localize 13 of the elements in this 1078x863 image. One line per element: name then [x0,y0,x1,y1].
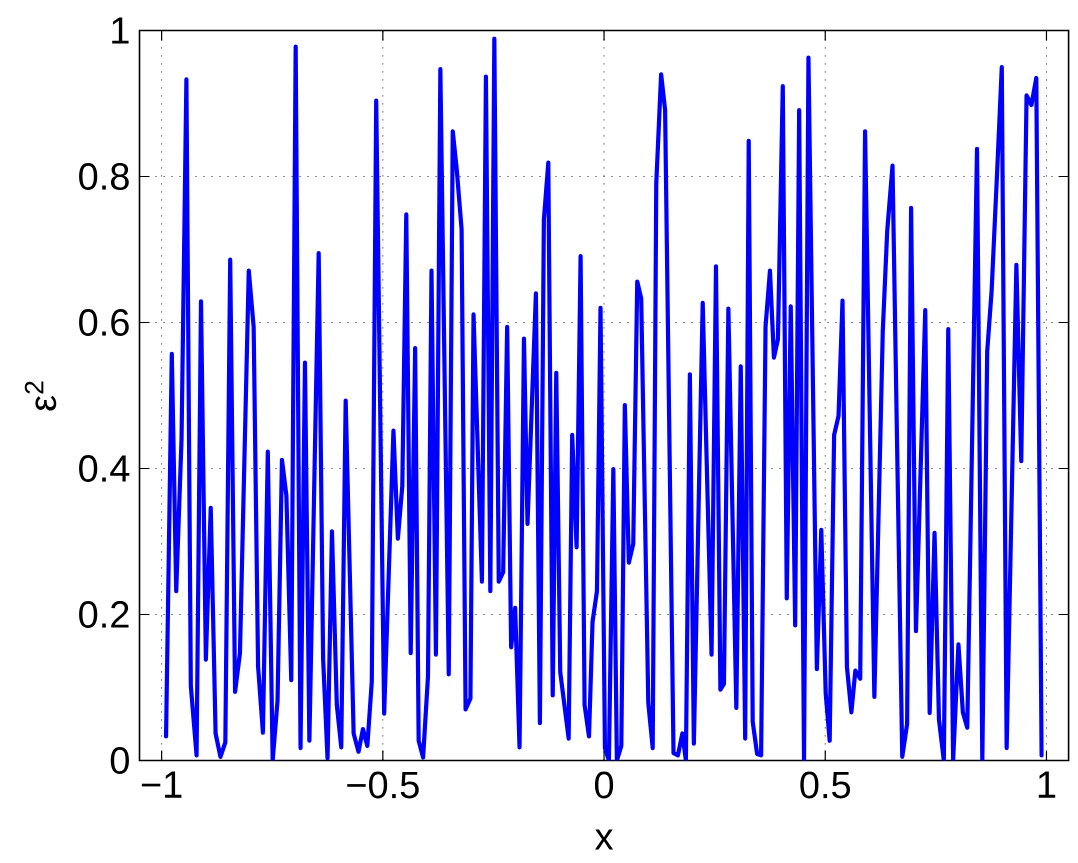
y-tick-label: 0.4 [79,455,130,482]
x-tick-label: 0 [594,771,614,799]
x-tick-label: −1 [141,771,182,798]
y-tick-label: 0.8 [79,163,129,190]
x-tick-label: −0.5 [347,771,419,799]
y-tick-label: 0.6 [79,309,129,336]
y-tick-label: 1 [112,17,129,44]
y-tick-label: 0 [110,747,129,774]
x-axis-title: x [594,829,614,850]
x-tick-label: 1 [1038,771,1056,798]
x-tick-label: 0.5 [800,771,851,799]
y-axis-title: ε$^{2}$ [24,381,57,411]
y-tick-label: 0.2 [79,601,129,628]
